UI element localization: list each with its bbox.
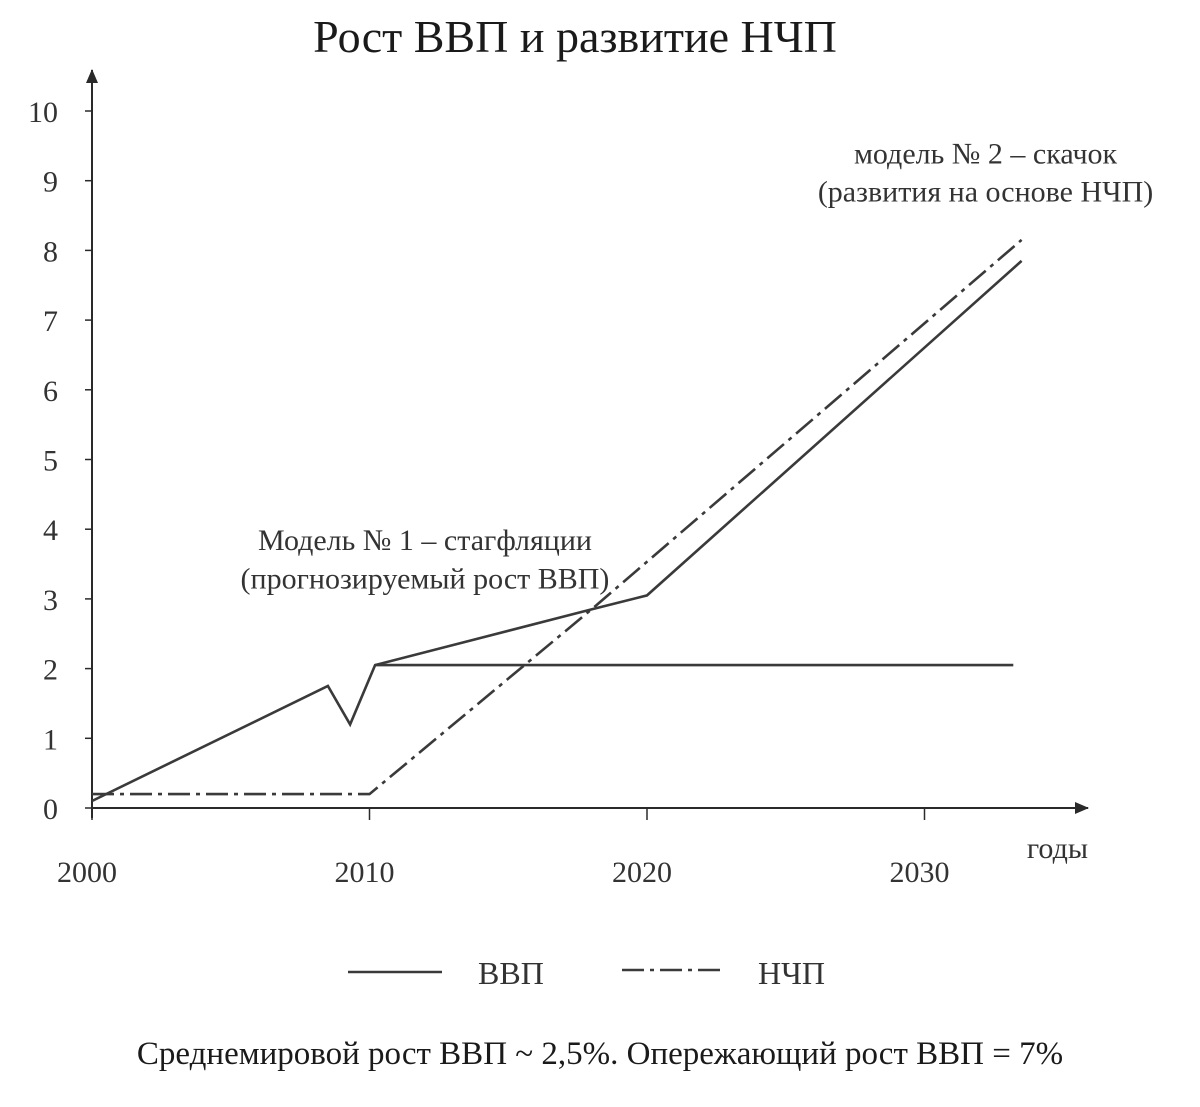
legend-ncp-label: НЧП — [758, 955, 825, 991]
y-tick-label: 10 — [28, 96, 58, 129]
ticks: 0 1 2 3 4 5 6 7 8 9 10 2000 2010 2020 2030 годы — [28, 96, 1088, 889]
y-tick-label: 6 — [43, 375, 58, 408]
x-tick-label: 2010 — [335, 856, 395, 889]
y-tick-label: 2 — [43, 654, 58, 687]
y-tick-label: 8 — [43, 235, 58, 268]
annotation-2: (прогнозируемый рост ВВП) — [241, 562, 610, 595]
y-tick-label: 9 — [43, 166, 58, 199]
x-tick-label: 2030 — [890, 856, 950, 889]
y-axis-arrow — [86, 69, 98, 83]
y-tick-label: 0 — [43, 793, 58, 826]
x-tick-label: 2020 — [612, 856, 672, 889]
series-line-ncp — [92, 238, 1023, 796]
axes — [86, 69, 1089, 818]
legend-gdp-label: ВВП — [478, 955, 544, 991]
footnote: Среднемировой рост ВВП ~ 2,5%. Опережающ… — [136, 1036, 1064, 1072]
annotations: Модель № 1 – стагфляции (прогнозируемый р… — [241, 137, 1154, 595]
x-tick-label: 2000 — [57, 856, 117, 889]
chart-title: Рост ВВП и развитие НЧП — [313, 11, 837, 62]
series-layer — [91, 238, 1023, 803]
x-axis-label: годы — [1027, 832, 1088, 865]
annotation-1: Модель № 1 – стагфляции — [258, 524, 592, 557]
y-tick-label: 1 — [43, 723, 58, 756]
y-tick-label: 3 — [43, 584, 58, 617]
chart-plot: 0 1 2 3 4 5 6 7 8 9 10 2000 2010 2020 2030 годы Модель … — [28, 69, 1154, 991]
annotation-3: модель № 2 – скачок — [854, 137, 1118, 170]
x-axis-arrow — [1075, 802, 1089, 814]
y-tick-label: 4 — [43, 514, 58, 547]
y-tick-label: 7 — [43, 305, 58, 338]
legend: ВВП НЧП — [348, 955, 825, 991]
y-tick-label: 5 — [43, 445, 58, 478]
annotation-4: (развития на основе НЧП) — [818, 176, 1153, 209]
